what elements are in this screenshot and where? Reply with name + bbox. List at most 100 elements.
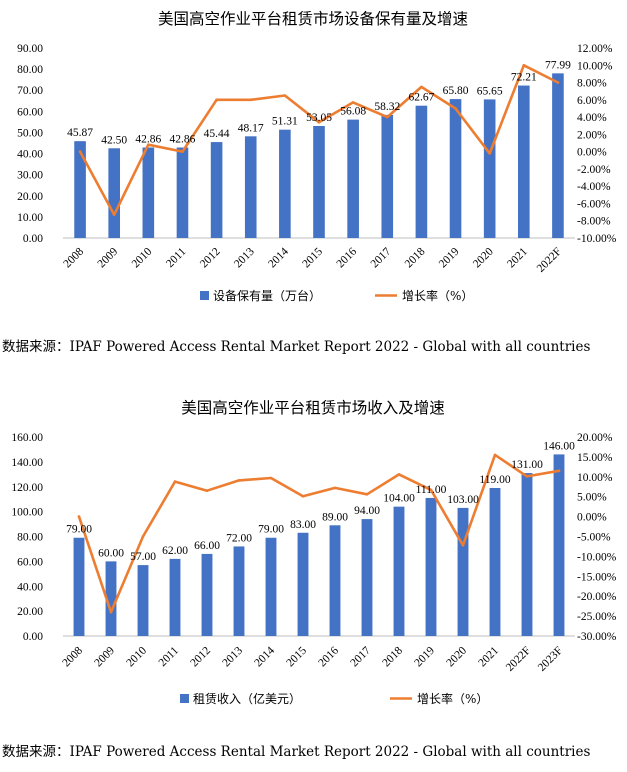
growth-rate-point-2012 bbox=[215, 98, 218, 102]
x-tick-label: 2009 bbox=[96, 245, 121, 270]
y-left-tick-label: 10.00 bbox=[17, 212, 43, 224]
bar-data-label: 53.05 bbox=[306, 112, 332, 124]
bar-data-label: 94.00 bbox=[354, 505, 380, 517]
growth-rate-point-2017 bbox=[385, 115, 389, 119]
x-tick-label: 2010 bbox=[124, 644, 149, 669]
growth-rate-point-2021 bbox=[522, 63, 526, 67]
x-tick-label: 2013 bbox=[232, 245, 257, 270]
legend-bar-swatch bbox=[200, 291, 209, 300]
x-tick-label: 2008 bbox=[60, 644, 85, 669]
x-tick-label: 2017 bbox=[369, 245, 394, 270]
bar-2011 bbox=[176, 147, 189, 238]
y-right-tick-label: -4.00% bbox=[577, 181, 611, 193]
y-right-tick-label: 2.00% bbox=[577, 129, 607, 141]
legend-line-label: 增长率（%） bbox=[417, 691, 488, 706]
x-tick-label: 2012 bbox=[188, 644, 213, 669]
y-left-tick-label: 60.00 bbox=[17, 556, 43, 568]
x-tick-label: 2011 bbox=[157, 644, 182, 669]
growth-rate-point-2008 bbox=[77, 515, 81, 518]
y-right-tick-label: 10.00% bbox=[577, 472, 613, 484]
y-left-tick-label: 40.00 bbox=[17, 581, 43, 593]
growth-rate-point-2009 bbox=[109, 610, 113, 614]
x-tick-label: 2009 bbox=[92, 644, 117, 669]
bar-data-label: 57.00 bbox=[130, 551, 156, 563]
y-left-tick-label: 80.00 bbox=[17, 532, 43, 544]
bar-2022F bbox=[521, 473, 533, 636]
y-right-tick-label: -6.00% bbox=[577, 198, 611, 210]
x-tick-label: 2017 bbox=[348, 644, 373, 669]
bar-data-label: 66.00 bbox=[194, 540, 220, 552]
bar-2008 bbox=[74, 141, 86, 238]
growth-rate-point-2020 bbox=[461, 543, 465, 547]
bar-data-label: 42.86 bbox=[170, 134, 196, 146]
bar-data-label: 58.32 bbox=[374, 101, 400, 113]
bar-data-label: 42.86 bbox=[135, 134, 161, 146]
bar-2014 bbox=[279, 129, 291, 238]
x-tick-label: 2020 bbox=[444, 644, 469, 669]
bar-2021 bbox=[489, 487, 501, 636]
bar-data-label: 56.08 bbox=[340, 106, 366, 118]
y-left-tick-label: 30.00 bbox=[17, 170, 43, 182]
bar-data-label: 111.00 bbox=[416, 484, 447, 496]
growth-rate-point-2021 bbox=[493, 453, 497, 457]
growth-rate-point-2018 bbox=[397, 473, 401, 476]
bar-2017 bbox=[361, 519, 373, 636]
y-left-tick-label: 0.00 bbox=[23, 233, 43, 245]
x-tick-label: 2022F bbox=[504, 645, 533, 674]
y-right-tick-label: -30.00% bbox=[577, 631, 617, 643]
growth-rate-point-2012 bbox=[205, 489, 209, 493]
y-left-tick-label: 90.00 bbox=[17, 43, 43, 55]
legend-line-label: 增长率（%） bbox=[402, 288, 473, 303]
x-tick-label: 2011 bbox=[164, 245, 189, 270]
bar-2008 bbox=[73, 537, 85, 636]
x-tick-label: 2016 bbox=[316, 644, 341, 669]
y-right-tick-label: 0.00% bbox=[577, 147, 607, 159]
y-right-tick-label: -10.00% bbox=[577, 551, 617, 563]
y-right-tick-label: 12.00% bbox=[577, 43, 613, 55]
bar-data-label: 72.21 bbox=[511, 72, 537, 84]
y-right-tick-label: -2.00% bbox=[577, 164, 611, 176]
y-left-tick-label: 100.00 bbox=[11, 507, 43, 519]
bar-2022F bbox=[552, 73, 564, 238]
bar-data-label: 104.00 bbox=[383, 493, 415, 505]
growth-rate-point-2015 bbox=[317, 120, 321, 124]
bar-2009 bbox=[108, 148, 121, 238]
bar-2019 bbox=[425, 497, 437, 636]
y-left-tick-label: 160.00 bbox=[11, 432, 43, 444]
bar-2023F bbox=[553, 454, 565, 636]
x-tick-label: 2015 bbox=[284, 644, 309, 669]
bar-2018 bbox=[393, 506, 405, 636]
legend-bar-swatch bbox=[180, 694, 189, 703]
bar-data-label: 48.17 bbox=[238, 122, 264, 134]
bar-data-label: 77.99 bbox=[545, 59, 571, 71]
bar-data-label: 65.80 bbox=[443, 85, 469, 97]
growth-rate-point-2009 bbox=[112, 213, 116, 216]
bar-2019 bbox=[449, 99, 462, 238]
x-tick-label: 2022F bbox=[535, 246, 564, 275]
y-right-tick-label: -20.00% bbox=[577, 591, 617, 603]
bar-2017 bbox=[381, 114, 394, 238]
growth-rate-point-2022F bbox=[556, 81, 560, 84]
y-left-tick-label: 60.00 bbox=[17, 106, 43, 118]
x-tick-label: 2021 bbox=[505, 245, 530, 270]
bar-data-label: 146.00 bbox=[543, 440, 575, 452]
x-tick-label: 2016 bbox=[335, 245, 360, 270]
x-tick-label: 2014 bbox=[266, 245, 291, 270]
x-tick-label: 2018 bbox=[403, 245, 428, 270]
x-tick-label: 2010 bbox=[130, 245, 155, 270]
y-right-tick-label: -8.00% bbox=[577, 216, 611, 228]
x-tick-label: 2013 bbox=[220, 644, 245, 669]
growth-rate-point-2018 bbox=[420, 85, 423, 89]
bar-2013 bbox=[233, 546, 245, 636]
growth-rate-point-2014 bbox=[283, 94, 287, 97]
growth-rate-point-2010 bbox=[147, 143, 150, 147]
growth-rate-point-2013 bbox=[249, 98, 253, 102]
y-left-tick-label: 0.00 bbox=[23, 631, 43, 643]
x-tick-label: 2023F bbox=[536, 645, 565, 674]
x-tick-label: 2008 bbox=[61, 245, 86, 270]
bar-data-label: 45.87 bbox=[67, 127, 93, 139]
bar-data-label: 65.65 bbox=[477, 85, 503, 97]
y-right-tick-label: 20.00% bbox=[577, 432, 613, 444]
y-right-tick-label: 0.00% bbox=[577, 512, 607, 524]
source-note: 数据来源：IPAF Powered Access Rental Market R… bbox=[2, 339, 591, 355]
